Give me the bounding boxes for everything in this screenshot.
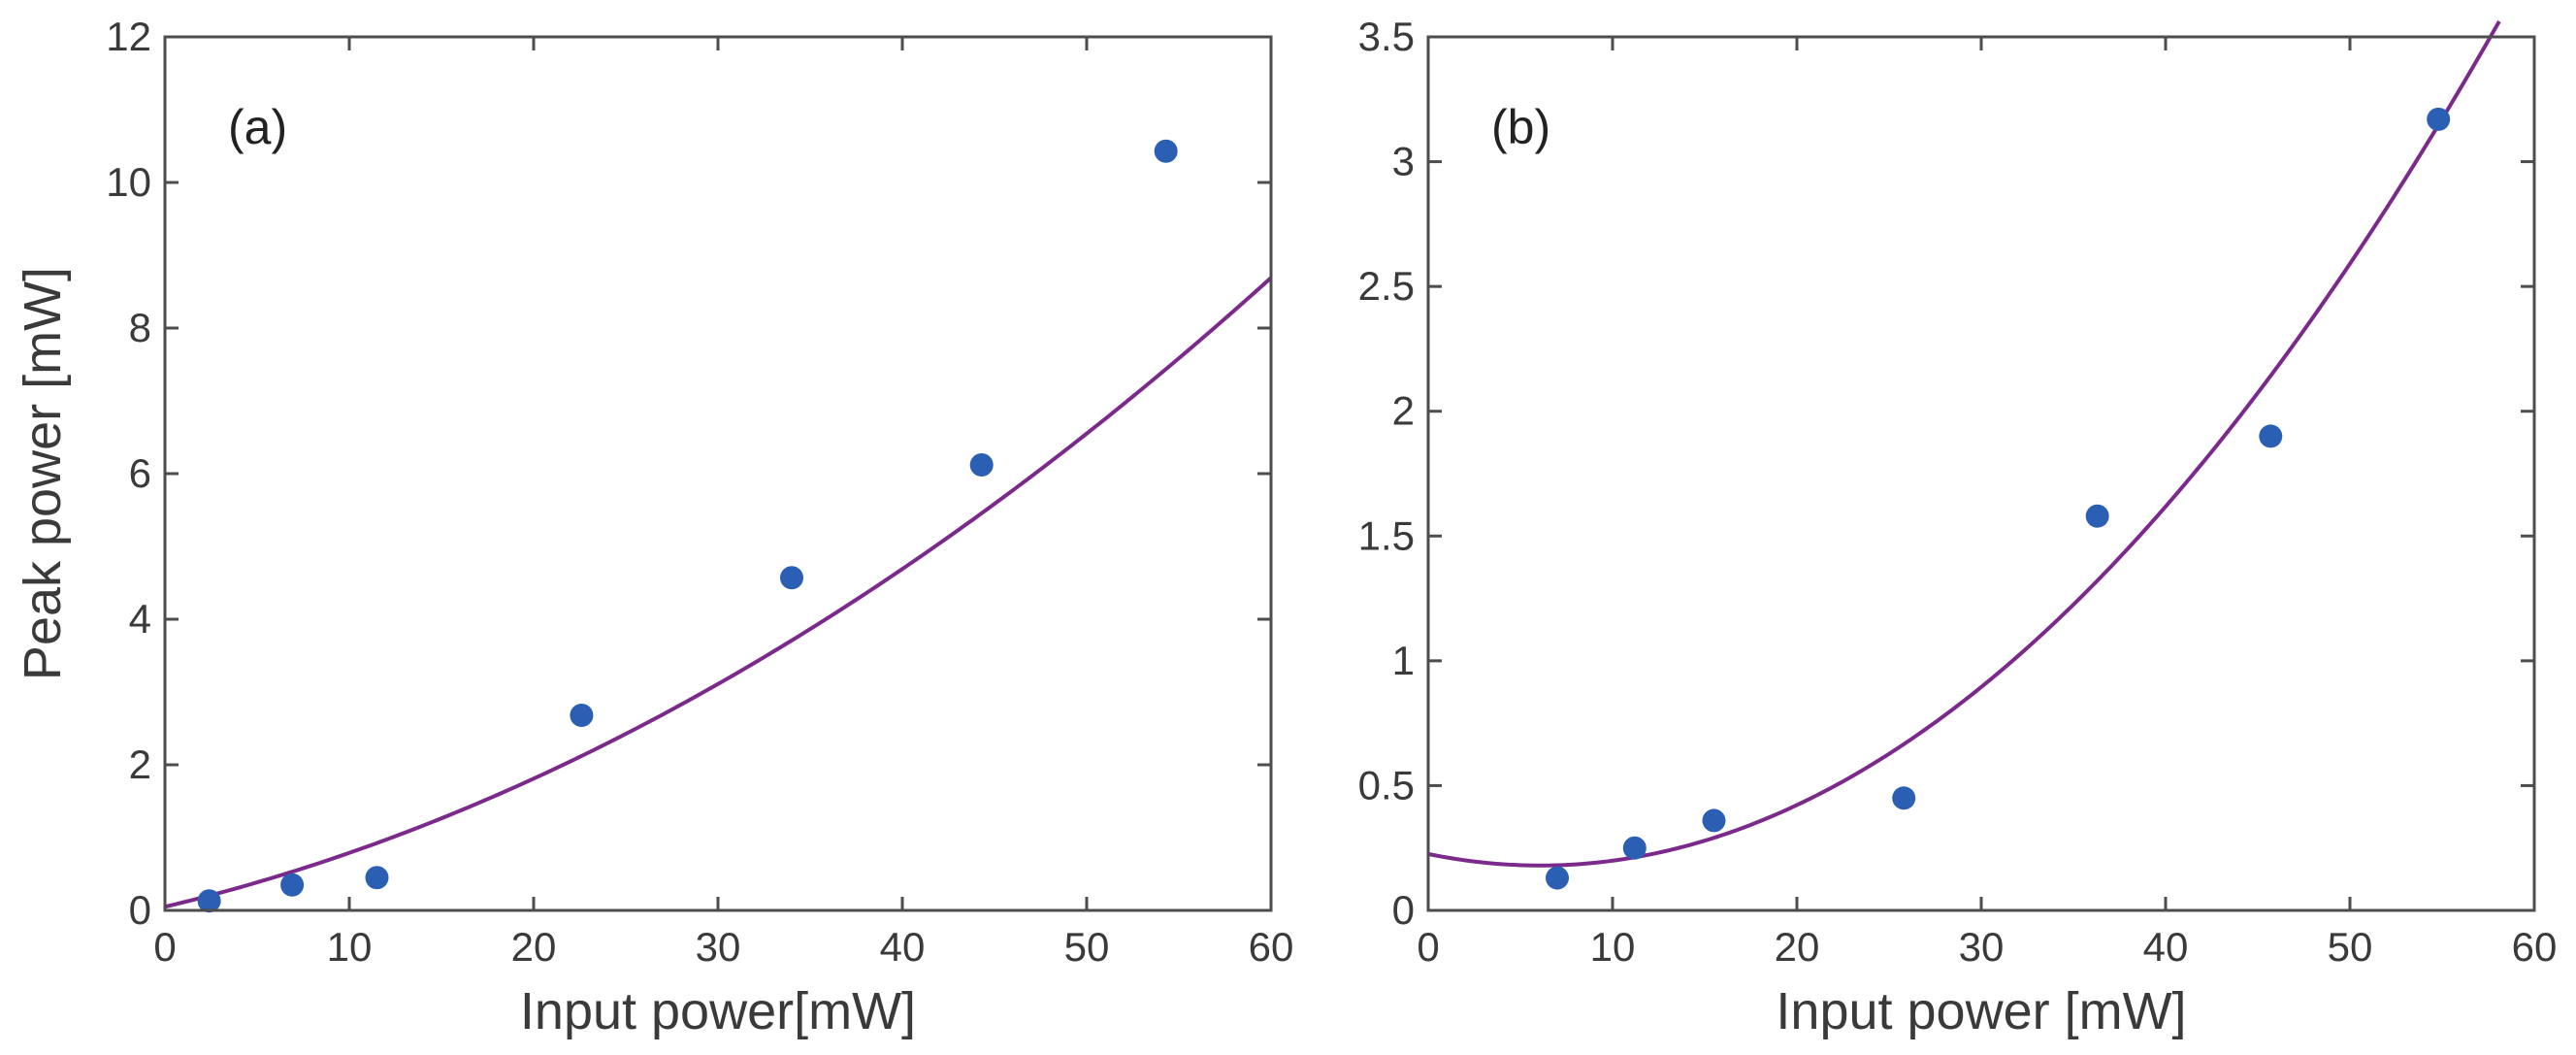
chart2-y-tick-label: 1	[1392, 638, 1415, 683]
chart1-data-point	[969, 453, 994, 477]
chart2-x-tick-label: 40	[2143, 924, 2189, 970]
chart1-y-tick-label: 4	[129, 596, 151, 642]
chart2-data-point	[1622, 836, 1647, 860]
chart1-data-point	[197, 889, 221, 913]
chart2-data-point	[1546, 866, 1569, 890]
chart2-data-point	[1702, 808, 1726, 833]
chart2-panel: 0 10 20 30 40 50 60 0 0.5 1 1.5 2 2.5 3 3.5 Input power…	[1358, 14, 2558, 1040]
chart1-x-axis-label: Input power[mW]	[520, 982, 916, 1040]
chart2-data-point	[1892, 786, 1916, 810]
chart1-data-point	[280, 873, 305, 897]
chart2-y-tick-label: 2	[1392, 388, 1415, 434]
chart2-y-tick-label: 3.5	[1358, 14, 1415, 59]
chart1-y-tick-label: 8	[129, 305, 151, 350]
chart1-x-tick-label: 40	[880, 924, 926, 970]
chart2-y-tick-label: 2.5	[1358, 263, 1415, 309]
chart2-axes-box	[1426, 35, 2536, 912]
chart1-y-axis-label: Peak power [mW]	[14, 267, 72, 680]
chart2-data-point	[2427, 107, 2451, 131]
chart1-fit-line	[164, 276, 1273, 909]
chart1-data-point	[1154, 139, 1178, 163]
chart1-y-tick-label: 2	[129, 742, 151, 787]
chart2-y-tick-label: 1.5	[1358, 512, 1415, 558]
chart2-x-tick-label: 20	[1775, 924, 1820, 970]
chart2-fit-line	[1427, 19, 2501, 868]
chart2-x-tick-label: 0	[1417, 924, 1439, 970]
chart1-y-tick-label: 12	[106, 14, 151, 59]
chart2-data-point	[2259, 424, 2283, 448]
chart1-panel-label: (a)	[228, 100, 287, 154]
chart1-x-tick-label: 20	[511, 924, 557, 970]
chart2-x-tick-label: 50	[2328, 924, 2373, 970]
chart2-x-axis-label: Input power [mW]	[1776, 982, 2186, 1040]
chart1-x-tick-label: 60	[1249, 924, 1294, 970]
chart2-y-tick-label: 0.5	[1358, 762, 1415, 808]
chart1-axes-box	[163, 35, 1273, 912]
chart1-y-tick-label: 6	[129, 450, 151, 496]
chart2-y-tick-label: 3	[1392, 139, 1415, 184]
chart2-x-tick-label: 60	[2512, 924, 2558, 970]
chart2-x-tick-label: 30	[1959, 924, 2005, 970]
chart1-x-tick-label: 50	[1064, 924, 1110, 970]
chart2-x-tick-label: 10	[1590, 924, 1636, 970]
chart2-panel-label: (b)	[1491, 100, 1550, 154]
chart2-data-point	[2085, 504, 2109, 528]
chart1-x-tick-label: 10	[327, 924, 373, 970]
chart1-x-tick-label: 0	[153, 924, 176, 970]
chart1-x-tick-label: 30	[696, 924, 741, 970]
chart1-panel: 0 10 20 30 40 50 60 0 2 4 6 8 10 12 Input power[mW] Pea…	[14, 14, 1293, 1040]
chart1-y-tick-label: 10	[106, 159, 151, 205]
chart1-data-point	[780, 566, 803, 590]
chart1-data-point	[570, 704, 594, 727]
chart1-data-point	[365, 866, 389, 890]
chart1-y-tick-label: 0	[129, 887, 151, 933]
chart2-y-tick-label: 0	[1392, 887, 1415, 933]
